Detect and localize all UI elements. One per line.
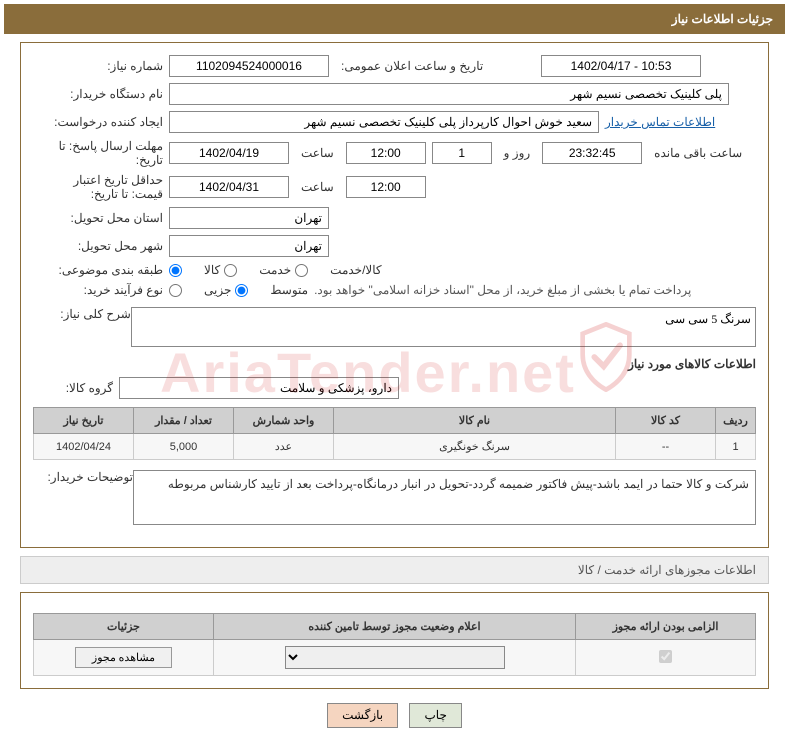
deadline-date-field <box>169 142 289 164</box>
back-button[interactable]: بازگشت <box>327 703 398 728</box>
validity-time-label: ساعت <box>295 180 340 194</box>
th-details: جزئیات <box>34 614 214 640</box>
buyer-field <box>169 83 729 105</box>
deadline-days-label: روز و <box>498 146 537 160</box>
purchase-opt-medium: متوسط <box>270 283 308 297</box>
validity-label: حداقل تاریخ اعتبار قیمت: تا تاریخ: <box>33 173 163 201</box>
buyer-note-box: شرکت و کالا حتما در ایمد باشد-پیش فاکتور… <box>133 470 756 525</box>
category-opt-both: کالا/خدمت <box>330 263 381 277</box>
category-radio-service[interactable] <box>224 264 237 277</box>
validity-time-field <box>346 176 426 198</box>
license-mandatory-checkbox <box>659 650 672 663</box>
license-section-title: اطلاعات مجوزهای ارائه خدمت / کالا <box>20 556 769 584</box>
validity-date-field <box>169 176 289 198</box>
view-license-button[interactable]: مشاهده مجوز <box>75 647 172 668</box>
goods-table: ردیف کد کالا نام کالا واحد شمارش تعداد /… <box>33 407 756 460</box>
deadline-time-label: ساعت <box>295 146 340 160</box>
th-code: کد کالا <box>616 408 716 434</box>
purchase-label: نوع فرآیند خرید: <box>33 283 163 297</box>
table-cell: -- <box>616 434 716 460</box>
th-unit: واحد شمارش <box>234 408 334 434</box>
province-label: استان محل تحویل: <box>33 211 163 225</box>
table-cell: 5,000 <box>134 434 234 460</box>
category-radio-goods[interactable] <box>169 264 182 277</box>
buyer-note-label: توضیحات خریدار: <box>33 470 133 484</box>
th-name: نام کالا <box>334 408 616 434</box>
category-label: طبقه بندی موضوعی: <box>33 263 163 277</box>
need-number-label: شماره نیاز: <box>33 59 163 73</box>
table-row: 1--سرنگ خونگیریعدد5,0001402/04/24 <box>34 434 756 460</box>
group-field <box>119 377 399 399</box>
main-form: شماره نیاز: تاریخ و ساعت اعلان عمومی: نا… <box>20 42 769 548</box>
license-container: الزامی بودن ارائه مجوز اعلام وضعیت مجوز … <box>20 592 769 689</box>
deadline-time-field <box>346 142 426 164</box>
general-desc-field[interactable] <box>131 307 756 347</box>
category-radio-group: کالا خدمت کالا/خدمت <box>169 263 382 277</box>
purchase-note: پرداخت تمام یا بخشی از مبلغ خرید، از محل… <box>314 283 691 297</box>
print-button[interactable]: چاپ <box>409 703 461 728</box>
deadline-days-field <box>432 142 492 164</box>
announce-date-label: تاریخ و ساعت اعلان عمومی: <box>335 59 535 73</box>
need-number-field <box>169 55 329 77</box>
th-date: تاریخ نیاز <box>34 408 134 434</box>
license-table: الزامی بودن ارائه مجوز اعلام وضعیت مجوز … <box>33 613 756 676</box>
purchase-opt-partial: جزیی <box>204 283 231 297</box>
th-mandatory: الزامی بودن ارائه مجوز <box>576 614 756 640</box>
action-buttons: چاپ بازگشت <box>0 703 789 728</box>
deadline-countdown-field <box>542 142 642 164</box>
purchase-radio-medium[interactable] <box>235 284 248 297</box>
th-qty: تعداد / مقدار <box>134 408 234 434</box>
requester-field <box>169 111 599 133</box>
goods-section-title: اطلاعات کالاهای مورد نیاز <box>33 357 756 371</box>
table-cell: 1 <box>716 434 756 460</box>
province-field <box>169 207 329 229</box>
purchase-radio-partial[interactable] <box>169 284 182 297</box>
buyer-contact-link[interactable]: اطلاعات تماس خریدار <box>605 115 715 129</box>
page-header: جزئیات اطلاعات نیاز <box>4 4 785 34</box>
license-status-select[interactable] <box>285 646 505 669</box>
deadline-remain-label: ساعت باقی مانده <box>648 146 748 160</box>
table-cell: سرنگ خونگیری <box>334 434 616 460</box>
announce-date-field <box>541 55 701 77</box>
license-row: مشاهده مجوز <box>34 640 756 676</box>
category-radio-both[interactable] <box>295 264 308 277</box>
th-status: اعلام وضعیت مجوز توسط تامین کننده <box>214 614 576 640</box>
general-desc-label: شرح کلی نیاز: <box>33 307 131 321</box>
table-cell: عدد <box>234 434 334 460</box>
deadline-label: مهلت ارسال پاسخ: تا تاریخ: <box>33 139 163 167</box>
table-cell: 1402/04/24 <box>34 434 134 460</box>
page-title: جزئیات اطلاعات نیاز <box>672 12 773 26</box>
city-field <box>169 235 329 257</box>
requester-label: ایجاد کننده درخواست: <box>33 115 163 129</box>
buyer-label: نام دستگاه خریدار: <box>33 87 163 101</box>
purchase-radio-group: جزیی متوسط <box>169 283 308 297</box>
group-label: گروه کالا: <box>33 381 113 395</box>
th-row: ردیف <box>716 408 756 434</box>
category-opt-goods: کالا <box>204 263 220 277</box>
city-label: شهر محل تحویل: <box>33 239 163 253</box>
category-opt-service: خدمت <box>259 263 291 277</box>
